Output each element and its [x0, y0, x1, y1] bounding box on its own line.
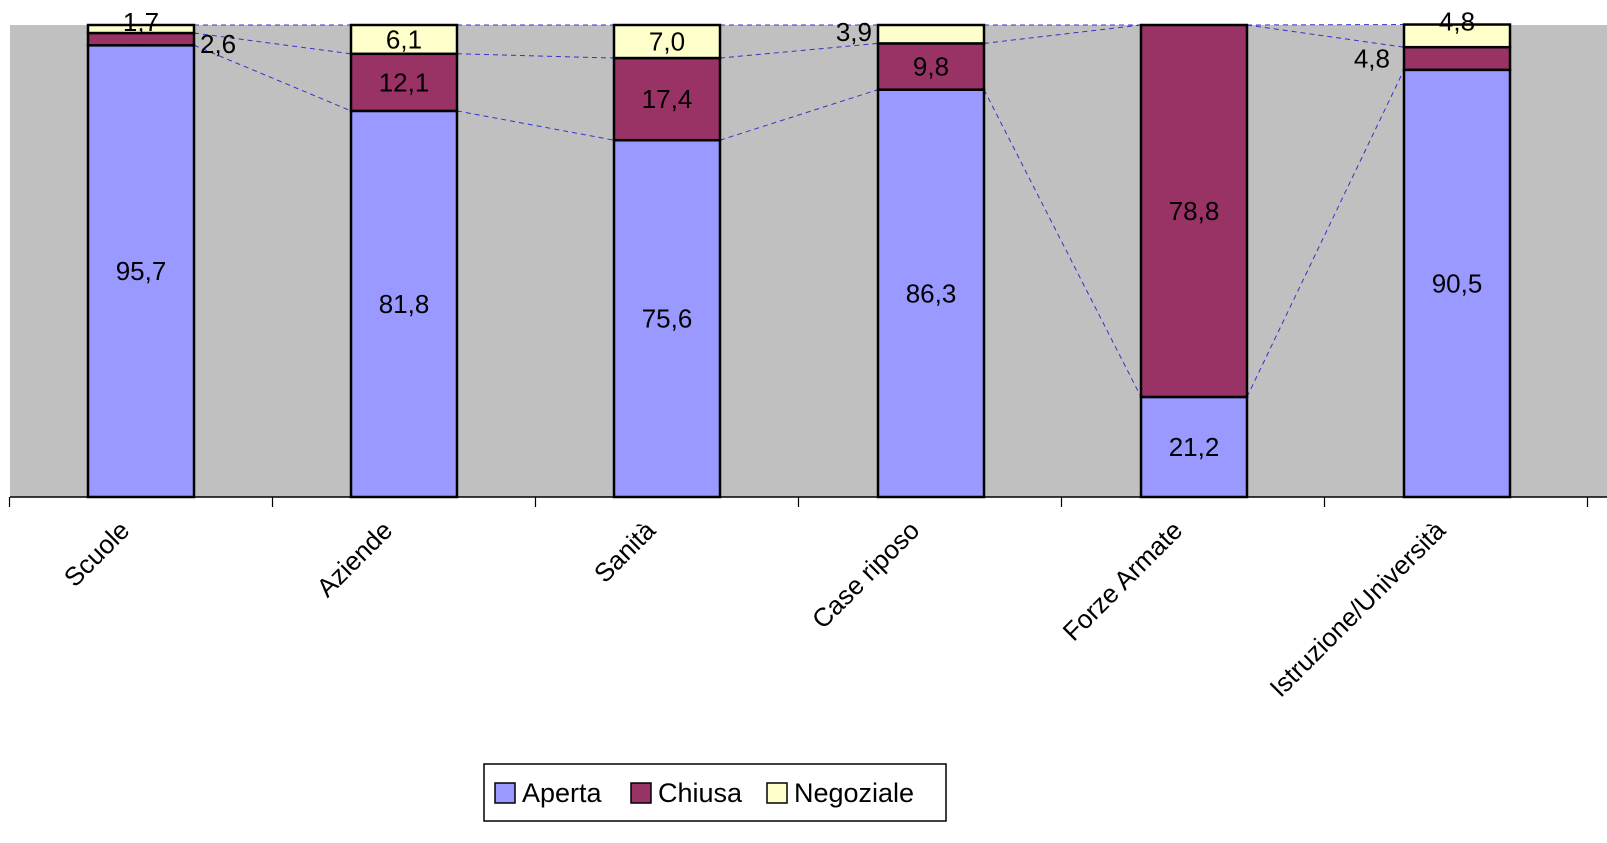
legend: Aperta Chiusa Negoziale — [483, 763, 947, 822]
data-label-chiusa-case-riposo: 9,8 — [913, 52, 949, 82]
bar-aperta-istruzione-universit — [1402, 68, 1512, 499]
category-label-case-riposo: Case riposo — [806, 515, 925, 634]
category-label-scuole: Scuole — [58, 515, 135, 592]
data-label-aperta-istruzione-universit: 90,5 — [1432, 268, 1483, 298]
legend-swatch-aperta — [494, 782, 516, 804]
bar-chiusa-istruzione-universit — [1402, 45, 1512, 72]
series-lines — [193, 24, 1405, 398]
bar-negoziale-aziende — [349, 23, 459, 56]
category-label-aziende: Aziende — [311, 515, 399, 603]
bar-chiusa-forze-armate — [1139, 23, 1249, 399]
bar-chiusa-sanit — [612, 56, 722, 142]
data-label-aperta-case-riposo: 86,3 — [906, 278, 957, 308]
category-labels: Scuole Aziende Sanità Case riposo Forze Arma… — [58, 515, 1452, 703]
data-label-aperta-forze-armate: 21,2 — [1169, 432, 1220, 462]
data-label-negoziale-sanit: 7,0 — [649, 27, 685, 57]
bar-negoziale-case-riposo — [876, 23, 986, 45]
data-label-negoziale-istruzione-universit: 4,8 — [1439, 7, 1475, 37]
data-label-aperta-scuole: 95,7 — [116, 256, 167, 286]
category-label-forze-armate: Forze Armate — [1057, 515, 1189, 647]
legend-label-chiusa: Chiusa — [658, 778, 743, 808]
legend-swatch-negoziale — [766, 782, 788, 804]
plot-area — [10, 25, 1607, 497]
series-line-aperta — [719, 89, 879, 141]
bar-negoziale-istruzione-universit — [1402, 23, 1512, 49]
bar-aperta-forze-armate — [1139, 395, 1249, 499]
bar-chiusa-case-riposo — [876, 42, 986, 91]
data-label-negoziale-scuole: 1,7 — [123, 7, 159, 37]
data-label-aperta-aziende: 81,8 — [379, 289, 430, 319]
legend-box — [483, 763, 947, 822]
bar-aperta-case-riposo — [876, 88, 986, 499]
data-label-chiusa-aziende: 12,1 — [379, 67, 430, 97]
bars: 95,7 2,6 1,7 81,8 12,1 6,1 75,6 17,4 7,0 86,3 9,8 3… — [86, 7, 1512, 499]
series-line-aperta — [1246, 69, 1405, 398]
data-label-negoziale-case-riposo: 3,9 — [836, 17, 872, 47]
data-label-aperta-sanit: 75,6 — [642, 304, 693, 334]
legend-label-negoziale: Negoziale — [794, 778, 914, 808]
legend-label-aperta: Aperta — [522, 778, 603, 808]
bar-negoziale-sanit — [612, 23, 722, 60]
x-axis — [8, 496, 1607, 507]
bar-aperta-scuole — [86, 44, 196, 499]
bar-negoziale-scuole — [86, 23, 196, 35]
series-line-aperta — [983, 89, 1142, 398]
data-label-negoziale-aziende: 6,1 — [386, 24, 422, 54]
data-label-chiusa-scuole: 2,6 — [200, 29, 236, 59]
data-label-chiusa-sanit: 17,4 — [642, 84, 693, 114]
legend-swatch-chiusa — [630, 782, 652, 804]
series-line-chiusa — [456, 53, 615, 59]
data-label-chiusa-forze-armate: 78,8 — [1169, 196, 1220, 226]
category-label-sanit: Sanità — [588, 515, 662, 589]
data-label-chiusa-istruzione-universit: 4,8 — [1354, 44, 1390, 74]
category-label-istruzione-universit: Istruzione/Università — [1263, 515, 1451, 703]
series-line-aperta — [193, 44, 352, 112]
